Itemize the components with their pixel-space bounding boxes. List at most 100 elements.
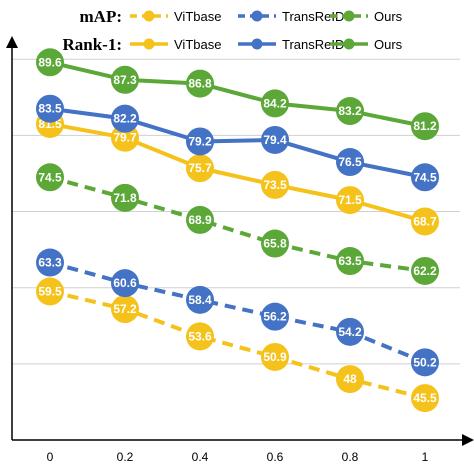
x-tick-label: 0.6 [267, 450, 284, 464]
data-point-map-vitbase [261, 342, 289, 371]
data-point-map-transreid [111, 269, 139, 298]
data-label-map-transreid: 50.2 [413, 355, 437, 369]
data-label-rank-1-ours: 84.2 [263, 96, 287, 110]
data-point-map-vitbase [411, 384, 439, 413]
data-label-map-vitbase: 59.5 [38, 285, 62, 299]
data-point-rank-1-vitbase [261, 170, 289, 199]
data-label-map-ours: 63.5 [338, 254, 362, 268]
x-tick-labels: 0 0.2 0.4 0.6 0.8 1 [47, 450, 429, 464]
data-label-map-vitbase: 45.5 [413, 391, 437, 405]
data-point-rank-1-transreid [411, 163, 439, 192]
data-point-rank-1-ours [36, 48, 64, 77]
data-point-map-ours [186, 205, 214, 234]
legend-label-rank-1-transreid: TransReID [282, 37, 344, 52]
x-axis-arrowhead [462, 434, 474, 446]
data-label-map-transreid: 63.3 [38, 256, 62, 270]
data-label-rank-1-transreid: 82.2 [113, 112, 137, 126]
data-label-rank-1-transreid: 74.5 [413, 170, 437, 184]
data-label-map-ours: 65.8 [263, 237, 287, 251]
data-point-rank-1-transreid [111, 104, 139, 133]
x-tick-label: 0.8 [342, 450, 359, 464]
data-label-map-vitbase: 50.9 [263, 350, 287, 364]
data-label-map-transreid: 58.4 [188, 293, 212, 307]
data-point-map-ours [111, 183, 139, 212]
data-label-rank-1-vitbase: 68.7 [413, 214, 437, 228]
data-point-map-ours [36, 163, 64, 192]
data-label-rank-1-vitbase: 79.7 [113, 131, 137, 145]
x-tick-label: 0 [47, 450, 54, 464]
data-label-map-vitbase: 48 [343, 372, 357, 386]
series-line-map-vitbase [49, 289, 426, 401]
data-label-rank-1-ours: 83.2 [338, 104, 362, 118]
data-point-map-ours [261, 229, 289, 258]
data-point-rank-1-transreid [261, 125, 289, 154]
data-label-map-vitbase: 57.2 [113, 302, 137, 316]
data-point-map-transreid [36, 248, 64, 277]
data-point-rank-1-vitbase [336, 186, 364, 215]
series-points: 59.5 57.2 53.6 50.9 48 45.5 63.3 60.6 58.4 56.2 54… [36, 48, 439, 413]
data-label-rank-1-transreid: 79.2 [188, 134, 212, 148]
data-label-rank-1-ours: 86.8 [188, 77, 212, 91]
data-point-map-transreid [336, 317, 364, 346]
legend-label-rank-1-vitbase: ViTbase [174, 37, 221, 52]
data-point-rank-1-ours [186, 69, 214, 98]
x-tick-label: 1 [422, 450, 429, 464]
x-tick-label: 0.4 [192, 450, 209, 464]
data-point-map-vitbase [36, 277, 64, 306]
legend-title-map: mAP: [80, 7, 122, 26]
data-label-rank-1-transreid: 79.4 [263, 133, 287, 147]
data-label-rank-1-ours: 89.6 [38, 55, 62, 69]
data-point-rank-1-ours [111, 65, 139, 94]
data-point-map-vitbase [111, 295, 139, 324]
data-label-rank-1-vitbase: 75.7 [188, 161, 212, 175]
data-point-rank-1-transreid [336, 148, 364, 177]
data-label-rank-1-transreid: 76.5 [338, 155, 362, 169]
series-line-map-ours [49, 175, 426, 273]
legend-label-map-ours: Ours [374, 9, 403, 24]
data-label-map-ours: 71.8 [113, 191, 137, 205]
legend-label-map-vitbase: ViTbase [174, 9, 221, 24]
data-point-rank-1-ours [336, 97, 364, 126]
series-line-rank-1-vitbase [49, 121, 426, 224]
data-label-rank-1-ours: 81.2 [413, 119, 437, 133]
data-point-rank-1-ours [411, 112, 439, 141]
axes [6, 36, 474, 446]
y-axis-arrowhead [6, 36, 18, 48]
data-label-rank-1-transreid: 83.5 [38, 102, 62, 116]
data-point-map-vitbase [186, 322, 214, 351]
legend-label-rank-1-ours: Ours [374, 37, 403, 52]
data-label-map-ours: 74.5 [38, 170, 62, 184]
data-point-rank-1-ours [261, 89, 289, 118]
data-label-map-ours: 62.2 [413, 264, 437, 278]
data-point-map-transreid [186, 285, 214, 314]
data-label-map-transreid: 60.6 [113, 276, 137, 290]
data-label-rank-1-ours: 87.3 [113, 73, 137, 87]
data-point-map-ours [411, 256, 439, 285]
legend-label-map-transreid: TransReID [282, 9, 344, 24]
data-point-map-transreid [261, 302, 289, 331]
data-point-rank-1-transreid [186, 127, 214, 156]
data-label-map-transreid: 54.2 [338, 325, 362, 339]
data-point-rank-1-vitbase [411, 207, 439, 236]
series-line-map-transreid [49, 260, 426, 365]
legend-swatch-marker-rank-1-ours [343, 38, 355, 50]
legend-swatch-marker-map-transreid [251, 10, 263, 22]
data-point-map-vitbase [336, 365, 364, 394]
data-label-rank-1-vitbase: 73.5 [263, 178, 287, 192]
legend-swatch-marker-rank-1-vitbase [143, 38, 155, 50]
data-point-map-transreid [411, 348, 439, 377]
data-label-map-vitbase: 53.6 [188, 329, 212, 343]
data-point-rank-1-transreid [36, 94, 64, 123]
data-label-map-transreid: 56.2 [263, 310, 287, 324]
legend: mAP: ViTbase TransReID Ours Rank-1: ViTbase Tr… [62, 7, 402, 54]
series-line-rank-1-transreid [49, 106, 426, 180]
legend-swatch-marker-map-ours [343, 10, 355, 22]
data-label-map-ours: 68.9 [188, 213, 212, 227]
legend-swatch-marker-rank-1-transreid [251, 38, 263, 50]
data-point-rank-1-vitbase [186, 154, 214, 183]
gridlines [12, 58, 460, 365]
legend-swatch-marker-map-vitbase [143, 10, 155, 22]
data-point-map-ours [336, 247, 364, 276]
data-label-rank-1-vitbase: 71.5 [338, 193, 362, 207]
